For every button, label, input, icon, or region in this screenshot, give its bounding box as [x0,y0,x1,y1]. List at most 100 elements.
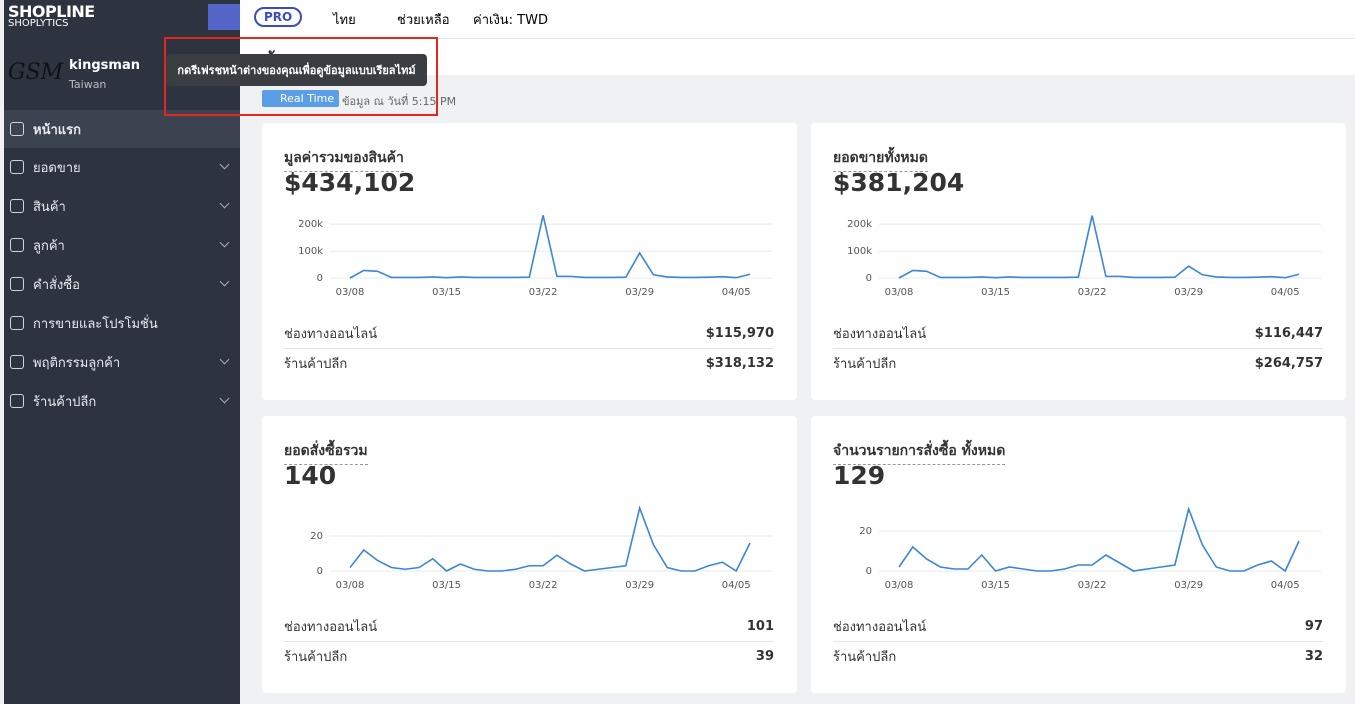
breakdown-row: ร้านค้าปลีก $264,757 [833,348,1323,378]
chevron [219,276,230,287]
collapse-button[interactable] [208,4,240,30]
row-label: ช่องทางออนไลน์ [833,619,927,635]
row-value: $115,970 [705,325,774,341]
menu-label: ร้านค้าปลีก [33,394,97,410]
card: ยอดสั่งซื้อรวม 140 ช่องทางออนไลน์ 101 ร้านค้… [262,416,797,693]
breakdown-row: ช่องทางออนไลน์ $115,970 [284,318,774,349]
chevron [219,237,230,248]
menu-item[interactable]: หน้าแรก [4,110,240,148]
menu-item[interactable]: สินค้า [4,187,240,225]
highlight-box [164,37,438,116]
menu-label: ลูกค้า [33,238,65,254]
x-tick-label: 04/05 [1271,580,1300,591]
chart: 0 100k 200k 03/08 03/15 03/22 03/29 04/05 [847,215,1321,298]
store-region: Taiwan [69,78,107,91]
card: จำนวนรายการสั่งซื้อ ทั้งหมด 129 ช่องทางออน… [811,416,1346,693]
card: มูลค่ารวมของสินค้า $434,102 ช่องทางออนไลน์… [262,123,797,400]
y-tick-label: 0 [866,566,872,577]
chevron [219,354,230,365]
sidebar: SHOPLINE SHOPLYTICS GSM kingsman Taiwan … [4,0,240,704]
x-tick-label: 03/15 [432,287,461,298]
row-label: ช่องทางออนไลน์ [284,619,378,635]
menu-item[interactable]: การขายและโปรโมชั่น [4,304,240,342]
breakdown-row: ร้านค้าปลีก 32 [833,641,1323,671]
breakdown-row: ช่องทางออนไลน์ $116,447 [833,318,1323,349]
badge-text: Real Time [280,92,335,105]
help[interactable]: ช่วยเหลือ [397,13,450,28]
chart: 0 20 03/08 03/15 03/22 03/29 04/05 [310,505,772,591]
menu-label: การขายและโปรโมชั่น [33,316,158,332]
line [898,506,1300,573]
breakdown-row: ช่องทางออนไลน์ 101 [284,611,774,642]
line [349,215,751,279]
x-tick-label: 03/29 [1174,580,1203,591]
y-tick-label: 0 [317,273,323,284]
row-label: ร้านค้าปลีก [284,649,348,665]
breakdown-row: ร้านค้าปลีก 39 [284,641,774,671]
store-logo-text: GSM [8,60,64,85]
menu-label: คำสั่งซื้อ [33,277,80,293]
updated: ข้อมูล ณ วันที่ 5:15 PM [342,95,457,108]
row-value: 39 [755,648,774,664]
menu-icon [10,277,24,291]
store-name: kingsman [69,58,140,73]
plan: PRO [264,10,293,24]
menu-item[interactable]: คำสั่งซื้อ [4,265,240,303]
menu-icon [10,394,24,408]
menu-item[interactable]: พฤติกรรมลูกค้า [4,343,240,381]
line [898,215,1300,279]
x-tick-label: 04/05 [722,287,751,298]
x-tick-label: 03/29 [625,287,654,298]
row-value: $116,447 [1254,325,1323,341]
x-tick-label: 03/29 [1174,287,1203,298]
card-title: จำนวนรายการสั่งซื้อ ทั้งหมด [833,440,1006,465]
chevron [219,393,230,404]
chevron [219,198,230,209]
menu-icon [10,199,24,213]
breakdown-row: ช่องทางออนไลน์ 97 [833,611,1323,642]
menu-icon [10,238,24,252]
card-total: $381,204 [833,168,965,197]
menu-item[interactable]: ลูกค้า [4,226,240,264]
menu-label: หน้าแรก [33,122,81,138]
chart: 0 100k 200k 03/08 03/15 03/22 03/29 04/05 [298,215,772,298]
tooltip: กดรีเฟรชหน้าต่างของคุณเพื่อดูข้อมูลแบบเร… [166,54,427,86]
brand: SHOPLINE [8,2,95,21]
card-title: ยอดสั่งซื้อรวม [284,440,368,465]
row-value: 32 [1304,648,1323,664]
product: SHOPLYTICS [8,18,69,29]
x-tick-label: 03/15 [981,287,1010,298]
breakdown-row: ร้านค้าปลีก $318,132 [284,348,774,378]
x-tick-label: 03/22 [529,287,558,298]
x-tick-label: 04/05 [722,580,751,591]
menu-item[interactable]: ร้านค้าปลีก [4,382,240,420]
menu-icon [10,316,24,330]
topbar: PRO ไทย ช่วยเหลือ ค่าเงิน: TWD [240,0,1355,39]
y-tick-label: 0 [866,273,872,284]
y-tick-label: 200k [847,219,872,230]
chevron [219,159,230,170]
x-tick-label: 03/22 [1078,287,1107,298]
line [349,505,751,573]
chart: 0 20 03/08 03/15 03/22 03/29 04/05 [859,506,1321,591]
menu-label: สินค้า [33,199,66,215]
card-total: 129 [833,461,886,490]
card: ยอดขายทั้งหมด $381,204 ช่องทางออนไลน์ $116,… [811,123,1346,400]
row-label: ช่องทางออนไลน์ [284,326,378,342]
plan-badge[interactable]: PRO [254,7,303,27]
row-label: ร้านค้าปลีก [833,649,897,665]
x-tick-label: 03/15 [981,580,1010,591]
card-total: 140 [284,461,337,490]
currency[interactable]: ค่าเงิน: TWD [473,13,548,28]
language[interactable]: ไทย [333,13,356,28]
x-tick-label: 03/08 [885,287,914,298]
row-value: 101 [746,618,774,634]
x-tick-label: 03/22 [1078,580,1107,591]
x-tick-label: 03/08 [336,287,365,298]
menu-item[interactable]: ยอดขาย [4,148,240,186]
menu-icon [10,160,24,174]
card-title: มูลค่ารวมของสินค้า [284,147,404,172]
menu-icon [10,355,24,369]
menu-label: ยอดขาย [33,160,81,176]
